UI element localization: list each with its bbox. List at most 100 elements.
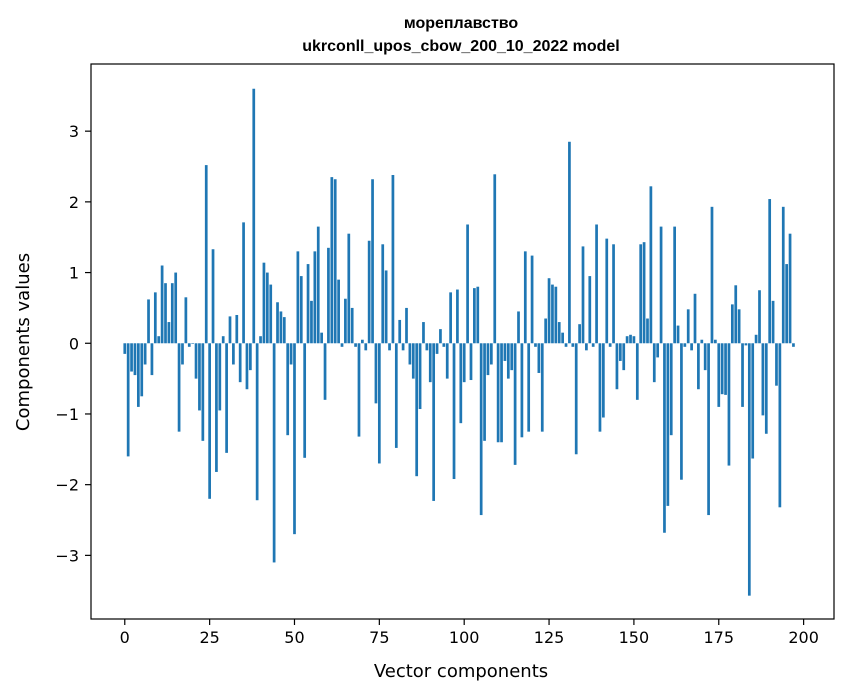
bar <box>720 343 724 395</box>
bar <box>140 343 144 397</box>
bar <box>418 343 422 410</box>
bar <box>473 288 476 344</box>
x-tick-label: 200 <box>788 628 819 647</box>
bar <box>547 278 551 344</box>
bar <box>625 336 629 344</box>
bar <box>157 336 161 344</box>
bar <box>754 334 758 344</box>
bar <box>153 292 157 344</box>
bar <box>377 343 381 464</box>
bar <box>642 242 646 344</box>
bar <box>540 343 544 432</box>
bar <box>249 343 252 371</box>
bar <box>690 343 693 351</box>
bar <box>534 343 537 347</box>
bar <box>666 343 670 506</box>
bar <box>710 206 714 344</box>
bar <box>761 343 765 416</box>
bar <box>459 343 463 424</box>
bar <box>520 343 524 438</box>
bar <box>184 297 188 344</box>
bar <box>276 302 279 344</box>
bar <box>758 290 761 344</box>
bar <box>741 343 744 407</box>
bar <box>700 339 704 344</box>
bar <box>652 343 656 383</box>
bar <box>259 336 262 344</box>
bar <box>201 343 205 441</box>
bar <box>211 249 215 344</box>
bar <box>489 343 493 365</box>
bar <box>439 329 442 344</box>
bar <box>415 343 419 477</box>
bar <box>361 339 364 344</box>
bar <box>130 343 133 372</box>
bar <box>187 343 191 347</box>
bar <box>330 177 334 344</box>
bar <box>269 284 273 344</box>
bar <box>530 255 534 344</box>
bar <box>730 304 734 344</box>
bar <box>150 343 154 376</box>
bars-layer <box>123 88 795 596</box>
bar <box>561 332 564 344</box>
bar <box>788 233 792 344</box>
bar <box>506 343 510 379</box>
bar <box>299 276 303 344</box>
bar <box>350 307 354 344</box>
bar <box>557 322 561 344</box>
bar <box>164 283 167 344</box>
bar <box>588 276 592 344</box>
x-tick-label: 175 <box>703 628 734 647</box>
bar <box>751 343 755 459</box>
bar <box>778 343 782 508</box>
bar <box>252 88 256 344</box>
bar <box>503 343 507 361</box>
bar <box>676 325 680 344</box>
bar <box>374 343 378 404</box>
bar <box>517 311 520 344</box>
chart-subtitle: ukrconll_upos_cbow_200_10_2022 model <box>302 38 619 55</box>
x-tick-label: 125 <box>534 628 565 647</box>
bar <box>422 322 425 344</box>
bar <box>659 226 663 344</box>
x-tick-label: 25 <box>199 628 219 647</box>
bar <box>405 307 408 344</box>
bar <box>289 343 293 365</box>
bar <box>235 314 239 344</box>
bar <box>486 343 490 376</box>
bar <box>215 343 218 472</box>
y-tick-label: −2 <box>55 476 79 495</box>
bar <box>221 336 225 344</box>
bar <box>612 244 615 344</box>
x-tick-label: 150 <box>619 628 650 647</box>
x-tick-label: 100 <box>449 628 480 647</box>
bar <box>177 343 181 432</box>
bar <box>347 233 351 344</box>
bar <box>147 299 150 344</box>
bar <box>282 317 286 344</box>
bar <box>272 343 276 563</box>
bar <box>792 343 795 347</box>
bar <box>551 284 554 344</box>
bar <box>394 343 398 448</box>
bar <box>303 343 307 458</box>
bar <box>174 272 178 344</box>
bar <box>279 311 283 344</box>
x-tick-label: 0 <box>120 628 130 647</box>
bar <box>564 343 568 347</box>
bar <box>310 300 313 344</box>
bar <box>639 244 643 344</box>
bar <box>493 174 497 344</box>
chart-title: мореплавство <box>404 15 519 32</box>
axes-layer: 0 25 50 75 100 125 150 175 200 −3 −2 −1 0 1 2 3 <box>55 63 835 647</box>
bar <box>737 309 741 344</box>
bar <box>123 343 127 354</box>
bar <box>408 343 412 365</box>
bar <box>768 199 772 344</box>
bar <box>167 322 171 344</box>
bar <box>323 343 327 400</box>
bar <box>340 343 344 347</box>
bar <box>133 343 137 376</box>
bar <box>632 336 636 344</box>
